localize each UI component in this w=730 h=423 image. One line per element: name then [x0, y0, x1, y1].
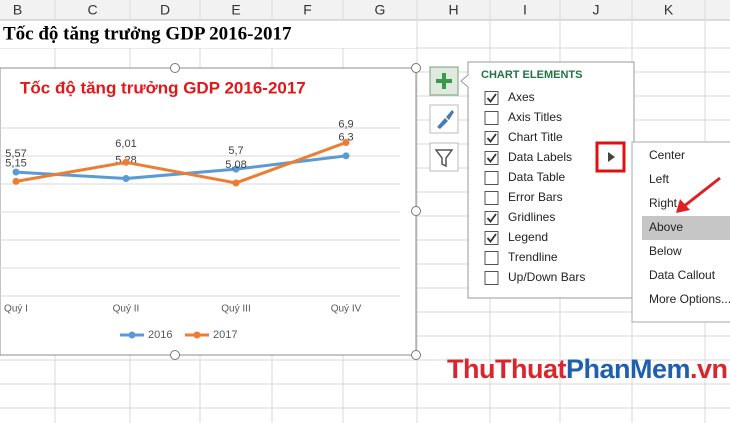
element-label[interactable]: Axes: [508, 90, 535, 104]
watermark-part: ThuThuat: [447, 354, 566, 384]
x-tick-label: Quý IV: [331, 304, 362, 315]
checkbox[interactable]: [484, 271, 499, 285]
element-label[interactable]: Axis Titles: [508, 110, 562, 124]
filter-icon: [434, 149, 454, 168]
x-tick-label: Quý I: [4, 304, 28, 315]
resize-handle[interactable]: [411, 350, 421, 360]
check-mark: [486, 213, 497, 223]
chart-elements-button[interactable]: [429, 66, 459, 96]
sheet-title: Tốc độ tăng trưởng GDP 2016-2017: [3, 23, 292, 44]
data-label: 5,08: [225, 159, 246, 171]
chart-styles-button[interactable]: [429, 104, 459, 134]
column-header: G: [375, 2, 386, 18]
red-arrow: [682, 176, 721, 209]
point-marker: [12, 177, 20, 185]
checkbox[interactable]: [484, 211, 499, 225]
highlight-box: [595, 141, 626, 173]
resize-handle[interactable]: [411, 63, 421, 73]
check-mark: [486, 133, 497, 143]
series-line: [15, 141, 347, 185]
check-mark: [486, 153, 497, 163]
check-mark: [486, 233, 497, 243]
element-label[interactable]: Up/Down Bars: [508, 270, 585, 284]
resize-handle[interactable]: [411, 206, 421, 216]
watermark-part: .vn: [690, 354, 728, 384]
checkbox[interactable]: [484, 151, 499, 165]
point-marker: [232, 179, 240, 187]
element-label[interactable]: Data Table: [508, 170, 565, 184]
data-label: 6,01: [115, 138, 136, 150]
menu-item[interactable]: Right: [649, 196, 678, 210]
legend-marker: [128, 331, 136, 339]
legend-label: 2017: [213, 329, 237, 341]
menu-item[interactable]: Center: [649, 148, 685, 162]
checkbox[interactable]: [484, 231, 499, 245]
column-header: J: [593, 2, 600, 18]
checkbox[interactable]: [484, 251, 499, 265]
checkbox[interactable]: [484, 131, 499, 145]
column-header: F: [303, 2, 312, 18]
checkbox[interactable]: [484, 171, 499, 185]
column-header-bar: [0, 0, 730, 20]
data-label: 5,15: [5, 157, 26, 169]
data-label: 6,3: [338, 132, 353, 144]
menu-highlight: [642, 216, 730, 240]
legend-label: 2016: [148, 329, 172, 341]
element-label[interactable]: Chart Title: [508, 130, 563, 144]
data-label: 5,7: [228, 145, 243, 157]
point-marker: [342, 138, 350, 146]
checkbox[interactable]: [484, 91, 499, 105]
title-cell: [0, 21, 416, 48]
menu-item[interactable]: Above: [649, 220, 683, 234]
watermark: ThuThuatPhanMem.vn: [447, 354, 728, 384]
data-label: 6,9: [338, 118, 353, 130]
plus-icon: [436, 73, 452, 89]
point-marker: [232, 165, 240, 173]
check-mark: [486, 93, 497, 103]
checkbox[interactable]: [484, 111, 499, 125]
menu-item[interactable]: Left: [649, 172, 670, 186]
watermark-part: PhanMem: [566, 354, 690, 384]
column-header: E: [231, 2, 240, 18]
menu-item[interactable]: More Options...: [649, 292, 730, 306]
chart-title: Tốc độ tăng trưởng GDP 2016-2017: [20, 78, 306, 97]
element-label[interactable]: Data Labels: [508, 150, 572, 164]
submenu-arrow[interactable]: [608, 152, 615, 162]
menu-item[interactable]: Data Callout: [649, 268, 716, 282]
red-arrow-head: [676, 199, 690, 213]
column-header: B: [13, 2, 22, 18]
column-header: H: [448, 2, 458, 18]
point-marker: [342, 152, 350, 160]
x-tick-label: Quý III: [221, 304, 250, 315]
element-label[interactable]: Error Bars: [508, 190, 563, 204]
column-header: D: [160, 2, 170, 18]
element-label[interactable]: Legend: [508, 230, 548, 244]
data-label: 5,57: [5, 148, 26, 160]
column-header: K: [664, 2, 674, 18]
element-label[interactable]: Trendline: [508, 250, 558, 264]
checkbox[interactable]: [484, 191, 499, 205]
column-header: I: [523, 2, 527, 18]
chart-filters-button[interactable]: [429, 142, 459, 172]
point-marker: [122, 158, 130, 166]
menu-item[interactable]: Below: [649, 244, 682, 258]
panel-box: [460, 61, 635, 299]
point-marker: [12, 168, 20, 176]
column-header: C: [87, 2, 97, 18]
legend-marker: [193, 331, 201, 339]
panel-title: CHART ELEMENTS: [481, 69, 582, 81]
resize-handle[interactable]: [170, 63, 180, 73]
point-marker: [122, 175, 130, 183]
x-tick-label: Quý II: [113, 304, 140, 315]
element-label[interactable]: Gridlines: [508, 210, 555, 224]
brush-icon: [437, 110, 454, 129]
resize-handle[interactable]: [170, 350, 180, 360]
